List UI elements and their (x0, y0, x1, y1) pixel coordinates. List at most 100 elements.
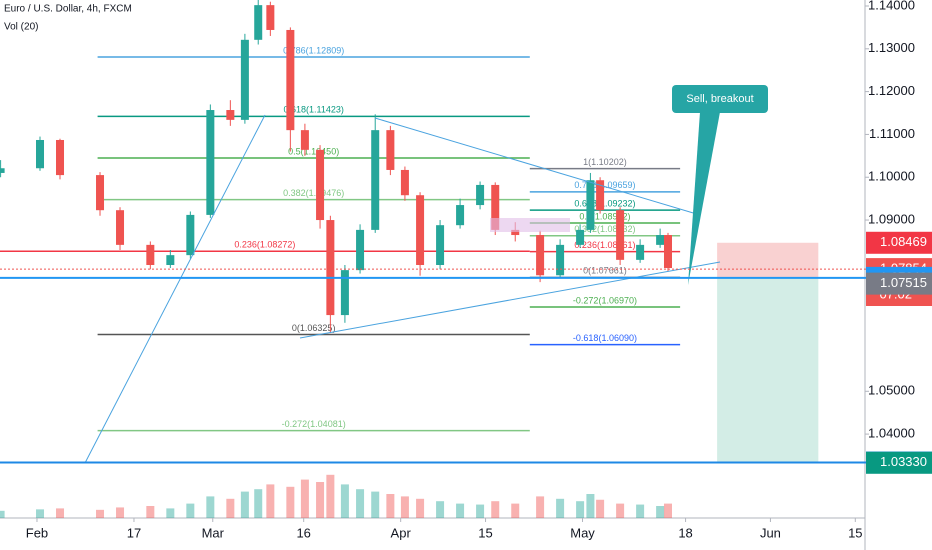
candle-body (663, 235, 672, 268)
candle-body (536, 235, 545, 276)
callout-text: Sell, breakout (686, 93, 753, 105)
volume-bar (371, 491, 380, 518)
candle-body (186, 214, 195, 256)
candle-body (326, 220, 335, 316)
candle-body (636, 244, 645, 260)
candle-body (316, 149, 325, 221)
y-tick-label: 1.10000 (868, 169, 915, 184)
volume-bar (0, 510, 5, 518)
fib-label: 0.5(1.10450) (288, 146, 339, 156)
price-label: 1.07515 (880, 275, 927, 290)
volume-bar (356, 489, 365, 518)
candle-body (206, 110, 215, 215)
volume-bar (636, 504, 645, 518)
price-label: 1.03330 (880, 454, 927, 469)
x-tick-label: Jun (760, 525, 781, 540)
x-tick-label: 16 (296, 525, 310, 540)
fib-label: -0.618(1.06090) (573, 333, 637, 343)
candle-body (586, 180, 595, 230)
fib-label: 0.382(1.08632) (574, 224, 635, 234)
callout (672, 85, 768, 113)
fib-label: 0.786(1.09659) (574, 180, 635, 190)
candle-body (340, 270, 349, 316)
volume-bar (491, 501, 500, 518)
y-tick-label: 1.05000 (868, 383, 915, 398)
price-label: 1.08469 (880, 234, 927, 249)
volume-bar (456, 503, 465, 518)
volume-bar (56, 508, 65, 518)
volume-bar (286, 486, 295, 518)
x-tick-label: 15 (848, 525, 862, 540)
volume-bar (556, 498, 565, 518)
fib-label: 0.5(1.08932) (579, 211, 630, 221)
volume-bar (300, 479, 309, 518)
x-tick-label: 18 (678, 525, 692, 540)
volume-bar (576, 501, 585, 518)
volume-bar (536, 496, 545, 518)
candle-body (56, 139, 65, 176)
candle-body (556, 244, 565, 276)
candle-body (400, 169, 409, 196)
x-tick-label: 17 (127, 525, 141, 540)
trend-line (374, 117, 701, 216)
candle-body (616, 210, 625, 260)
candle-body (656, 235, 665, 245)
candle-body (226, 110, 235, 120)
candle-body (96, 175, 105, 211)
fib-label: 0.786(1.12809) (283, 45, 344, 55)
y-tick-label: 1.14000 (868, 0, 915, 12)
candle-body (386, 130, 395, 170)
price-label-box (866, 272, 932, 295)
fib-label: 0.236(1.08261) (574, 240, 635, 250)
volume-bar (616, 503, 625, 518)
x-tick-label: 15 (478, 525, 492, 540)
candle-body (436, 225, 445, 265)
chart-title: Euro / U.S. Dollar, 4h, FXCM (4, 4, 132, 15)
volume-bar (116, 507, 125, 518)
zone (490, 218, 570, 232)
fib-label: -0.272(1.06970) (573, 295, 637, 305)
candle-body (371, 130, 380, 230)
volume-bar (656, 506, 665, 518)
volume-bar (400, 496, 409, 518)
candle-body (356, 229, 365, 271)
fib-label: -0.272(1.04081) (282, 419, 346, 429)
fib-label: 0.618(1.09232) (574, 198, 635, 208)
trend-line (84, 114, 266, 464)
y-tick-label: 1.09000 (868, 211, 915, 226)
candle-body (416, 195, 425, 265)
candle-body (240, 39, 249, 120)
callout-pointer (688, 112, 720, 285)
volume-bar (36, 509, 45, 518)
price-label-box (866, 451, 932, 474)
volume-bar (254, 489, 263, 518)
x-tick-label: May (570, 525, 595, 540)
stop-zone (717, 242, 819, 278)
candle-body (166, 255, 175, 265)
target-zone (717, 277, 819, 463)
volume-bar (266, 484, 275, 518)
fib-label: 0.382(1.09476) (283, 188, 344, 198)
volume-bar (511, 503, 520, 518)
volume-bar (436, 501, 445, 518)
fib-label: 0(1.06325) (292, 323, 336, 333)
volume-bar (326, 474, 335, 518)
y-tick-label: 1.04000 (868, 426, 915, 441)
plot: 0.786(1.12809) 0.618(1.11423) 0.5(1.10450)… (0, 0, 819, 518)
indicator-label: Vol (20) (4, 22, 38, 33)
x-tick-label: Feb (26, 525, 48, 540)
y-tick-label: 1.11000 (869, 126, 915, 141)
fib-label: 0.236(1.08272) (234, 240, 295, 250)
volume-bar (386, 494, 395, 518)
candle-body (0, 168, 5, 173)
volume-bar (316, 482, 325, 518)
fib-label: 0(1.07661) (583, 266, 627, 276)
fib-label: 0.618(1.11423) (283, 105, 343, 115)
volume-bar (166, 508, 175, 518)
fib-label: 1(1.10202) (583, 157, 627, 167)
candle-body (476, 184, 485, 206)
x-tick-label: Mar (202, 525, 225, 540)
volume-bar (586, 494, 595, 518)
volume-bar (663, 503, 672, 518)
